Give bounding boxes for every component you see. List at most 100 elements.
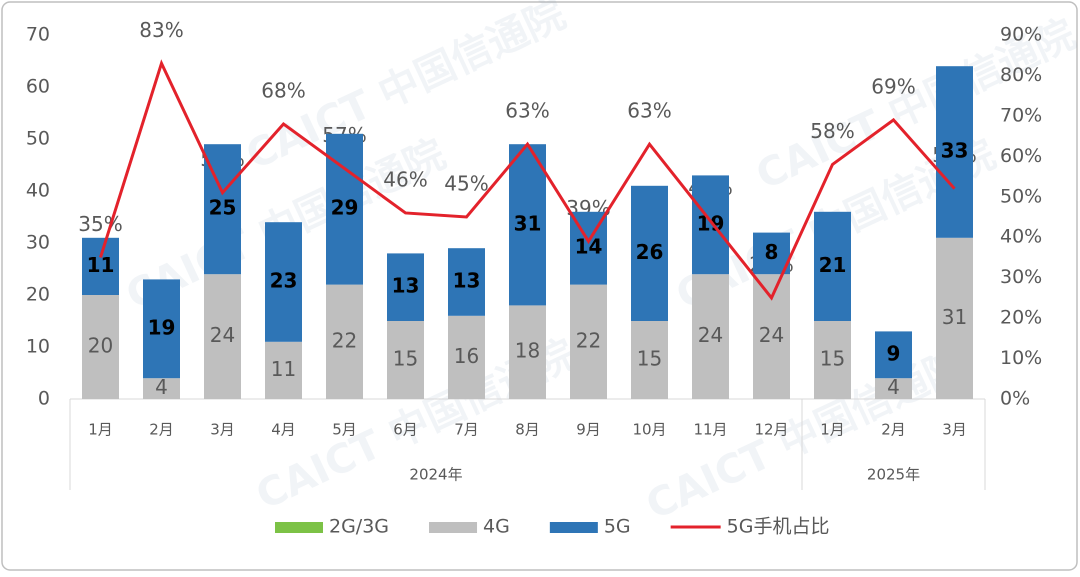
legend-swatch [429,522,478,533]
x-tick-label: 1月 [820,421,845,439]
line-value-label: 69% [871,74,915,98]
y2-tick-label: 10% [1000,347,1042,369]
legend-item: 5G [549,516,631,538]
x-tick-label: 3月 [942,421,967,439]
group-label: 2024年 [409,466,462,484]
bar-segment [814,321,851,399]
bar-segment [265,222,302,342]
bar-value-label: 24 [698,323,723,347]
bar-value-label: 18 [515,339,540,363]
x-tick-label: 5月 [332,421,357,439]
bar-segment [692,274,729,399]
bar-value-label: 24 [759,323,784,347]
bar-value-label: 31 [514,211,542,235]
bar-value-label: 15 [820,347,845,371]
bar-segment [570,284,607,399]
bar-value-label: 11 [271,357,296,381]
bar-segment [143,279,180,379]
bar-value-label: 9 [887,341,901,365]
bar-value-label: 26 [636,240,664,264]
bar-value-label: 19 [148,315,176,339]
x-tick-label: 8月 [515,421,540,439]
line-value-label: 83% [139,18,183,42]
group-label: 2025年 [867,466,920,484]
y-tick-label: 70 [26,24,50,46]
y2-tick-label: 80% [1000,64,1042,86]
bar-value-label: 21 [819,253,847,277]
bar-value-label: 16 [454,344,479,368]
y2-tick-label: 30% [1000,266,1042,288]
bar-value-label: 4 [887,375,900,399]
y2-tick-label: 0% [1000,388,1030,410]
x-tick-label: 4月 [271,421,296,439]
y-tick-label: 0 [38,388,50,410]
bar-value-label: 15 [637,347,662,371]
x-tick-label: 2月 [881,421,906,439]
bar-value-label: 33 [941,139,969,163]
bar-value-label: 25 [209,196,237,220]
bar-segment [448,315,485,399]
bar-segment [509,305,546,399]
y-tick-label: 20 [26,284,50,306]
bar-segment [631,321,668,399]
bar-segment [753,232,790,275]
line-value-label: 68% [261,78,305,102]
y-tick-label: 40 [26,180,50,202]
x-tick-label: 2月 [149,421,174,439]
bar-value-label: 8 [765,240,779,264]
bar-segment [875,331,912,379]
bar-segment [448,248,485,316]
y2-tick-label: 40% [1000,226,1042,248]
bar-value-label: 20 [88,334,113,358]
bar-value-label: 4 [155,375,168,399]
x-tick-label: 12月 [754,421,788,439]
bar-segment [265,341,302,399]
bar-segment [814,211,851,321]
share-line [99,59,956,301]
bar-segment [387,321,424,399]
bar-value-label: 15 [393,347,418,371]
bar-segment [936,66,973,238]
line-value-label: 35% [78,212,122,236]
y-tick-label: 60 [26,76,50,98]
line-value-label: 46% [383,167,427,191]
legend-item: 5G手机占比 [670,516,830,538]
y-tick-label: 10 [26,336,50,358]
bar-value-label: 22 [332,328,357,352]
legend-label: 5G手机占比 [727,516,830,538]
bar-segment [326,284,363,399]
legend-label: 5G [604,516,631,538]
bar-segment [143,378,180,399]
bar-value-label: 13 [453,269,481,293]
legend-item: 2G/3G [275,516,389,538]
bar-value-label: 14 [575,235,603,259]
legend-item: 4G [429,516,510,538]
y2-tick-label: 60% [1000,145,1042,167]
legend-label: 2G/3G [329,516,389,538]
x-tick-label: 6月 [393,421,418,439]
legend-swatch [275,522,323,533]
bar-segment [82,237,119,295]
line-value-label: 63% [627,99,671,123]
bar-segment [692,175,729,275]
bar-segment [82,295,119,399]
bar-segment [936,237,973,399]
y2-tick-label: 50% [1000,185,1042,207]
bar-value-label: 13 [392,274,420,298]
bar-segment [875,378,912,399]
legend-swatch [549,522,598,533]
x-tick-label: 7月 [454,421,479,439]
y2-tick-label: 20% [1000,307,1042,329]
line-value-label: 63% [505,99,549,123]
x-tick-label: 11月 [693,421,727,439]
line-value-label: 45% [444,172,488,196]
x-tick-label: 10月 [632,421,666,439]
bar-segment [387,253,424,321]
bar-value-label: 23 [270,269,298,293]
bar-segment [631,185,668,321]
bar-value-label: 22 [576,328,601,352]
bar-value-label: 31 [942,305,967,329]
bar-segment [204,274,241,399]
